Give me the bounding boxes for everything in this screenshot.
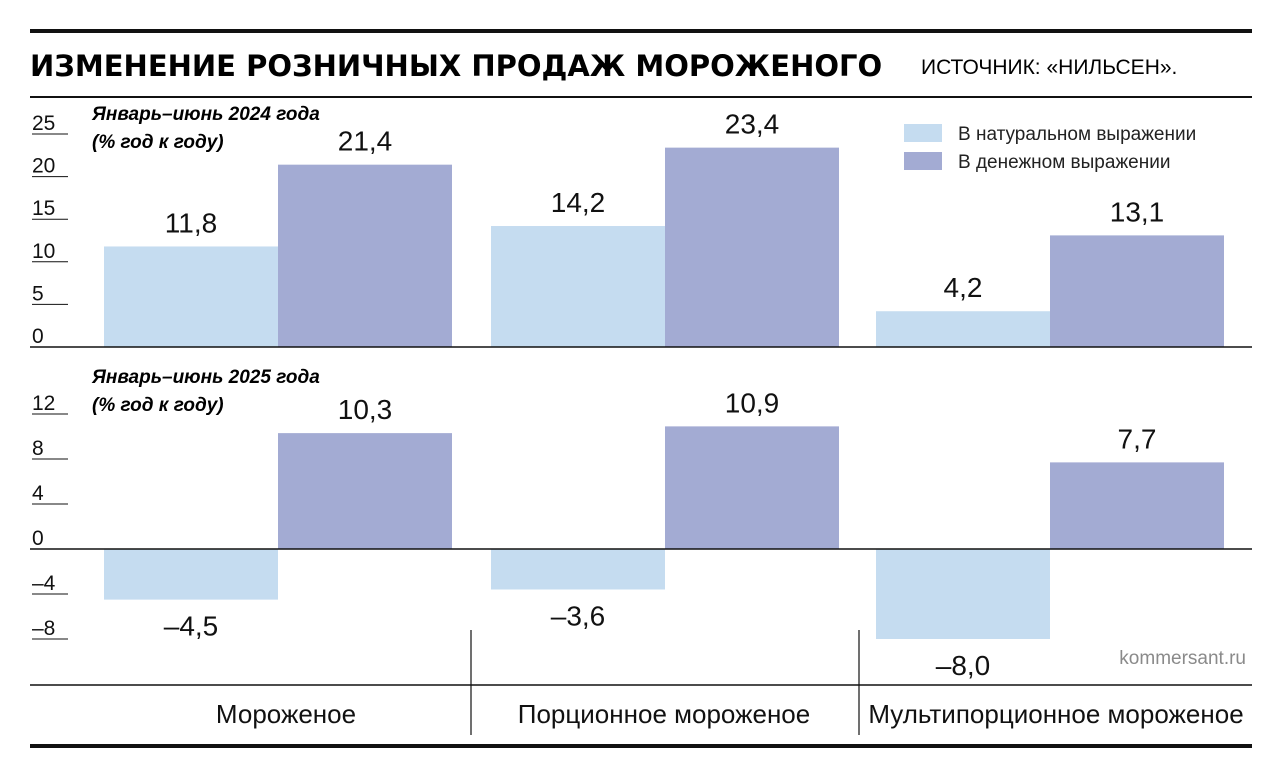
panel-1-subtitle-line-1: Январь–июнь 2024 года — [91, 104, 320, 125]
panel-2-value-label: –3,6 — [551, 601, 606, 632]
panel-1-tick-label: 15 — [32, 197, 55, 220]
panel-2-subtitle: Январь–июнь 2025 года (% год к году) — [91, 367, 325, 416]
panel-2-bar-natural-3 — [876, 549, 1050, 639]
panel-1-value-label: 13,1 — [1110, 196, 1165, 227]
chart-title: ИЗМЕНЕНИЕ РОЗНИЧНЫХ ПРОДАЖ МОРОЖЕНОГО — [30, 49, 882, 83]
legend-swatch-monetary — [904, 152, 942, 170]
panel-1-tick-label: 0 — [32, 325, 44, 348]
panel-2-tick-label: 0 — [32, 527, 44, 550]
value-labels: 11,8 14,2 4,2 21,4 23,4 13,1 –4,5 –3,6 –8,0 10,3 1… — [164, 109, 1165, 681]
panel-2-bar-monetary-3 — [1050, 462, 1224, 549]
panel-2-subtitle-line-1: Январь–июнь 2025 года — [91, 367, 320, 388]
panel-1-value-label: 11,8 — [165, 207, 217, 238]
panel-2-tick-label: 8 — [32, 437, 44, 460]
panel-1-bar-monetary-2 — [665, 147, 839, 347]
panel-1-value-label: 21,4 — [338, 126, 393, 157]
panel-1-tick-label: 5 — [32, 282, 44, 305]
panel-2-value-label: 10,3 — [338, 394, 393, 425]
credit-text: kommersant.ru — [1119, 648, 1246, 669]
bars — [104, 147, 1224, 639]
panel-1-tick-label: 10 — [32, 240, 55, 263]
panel-1-value-label: 14,2 — [551, 187, 606, 218]
panel-2-value-label: 10,9 — [725, 387, 780, 418]
panel-2-tick-label: 4 — [32, 482, 44, 505]
panel-2-bar-monetary-2 — [665, 426, 839, 549]
panel-1-tick-label: 20 — [32, 155, 55, 178]
panel-1-value-label: 23,4 — [725, 109, 780, 140]
legend: В натуральном выражении В денежном выраж… — [904, 124, 1196, 173]
category-label-2: Порционное мороженое — [518, 699, 810, 729]
panel-2-tick-label: –4 — [32, 572, 56, 595]
category-label-1: Мороженое — [216, 699, 356, 729]
panel-2-value-label: –4,5 — [164, 611, 219, 642]
legend-label-natural: В натуральном выражении — [958, 124, 1196, 145]
panel-2-bar-natural-2 — [491, 549, 665, 590]
panel-1-subtitle: Январь–июнь 2024 года (% год к году) — [91, 104, 325, 153]
panel-2-value-label: 7,7 — [1118, 423, 1157, 454]
y-axis-ticks: 0 5 10 15 20 25 –8 –4 0 4 8 12 — [32, 112, 68, 640]
source-note: ИСТОЧНИК: «НИЛЬСЕН». — [921, 56, 1177, 79]
panel-1-tick-label: 25 — [32, 112, 55, 135]
panel-1-bar-natural-3 — [876, 311, 1050, 347]
panel-2-subtitle-line-2: (% год к году) — [92, 395, 224, 416]
panel-1-subtitle-line-2: (% год к году) — [92, 132, 224, 153]
panel-1-bar-monetary-3 — [1050, 235, 1224, 347]
panel-1-value-label: 4,2 — [944, 272, 983, 303]
panel-1-bar-natural-1 — [104, 246, 278, 347]
panel-2-bar-monetary-1 — [278, 433, 452, 549]
legend-label-monetary: В денежном выражении — [958, 152, 1170, 173]
legend-swatch-natural — [904, 124, 942, 142]
panel-2-tick-label: 12 — [32, 392, 55, 415]
panel-2-tick-label: –8 — [32, 617, 55, 640]
panel-2-value-label: –8,0 — [936, 650, 991, 681]
panel-1-bar-natural-2 — [491, 226, 665, 347]
panel-2-bar-natural-1 — [104, 549, 278, 600]
category-label-3: Мультипорционное мороженое — [868, 699, 1243, 729]
panel-1-bar-monetary-1 — [278, 164, 452, 347]
